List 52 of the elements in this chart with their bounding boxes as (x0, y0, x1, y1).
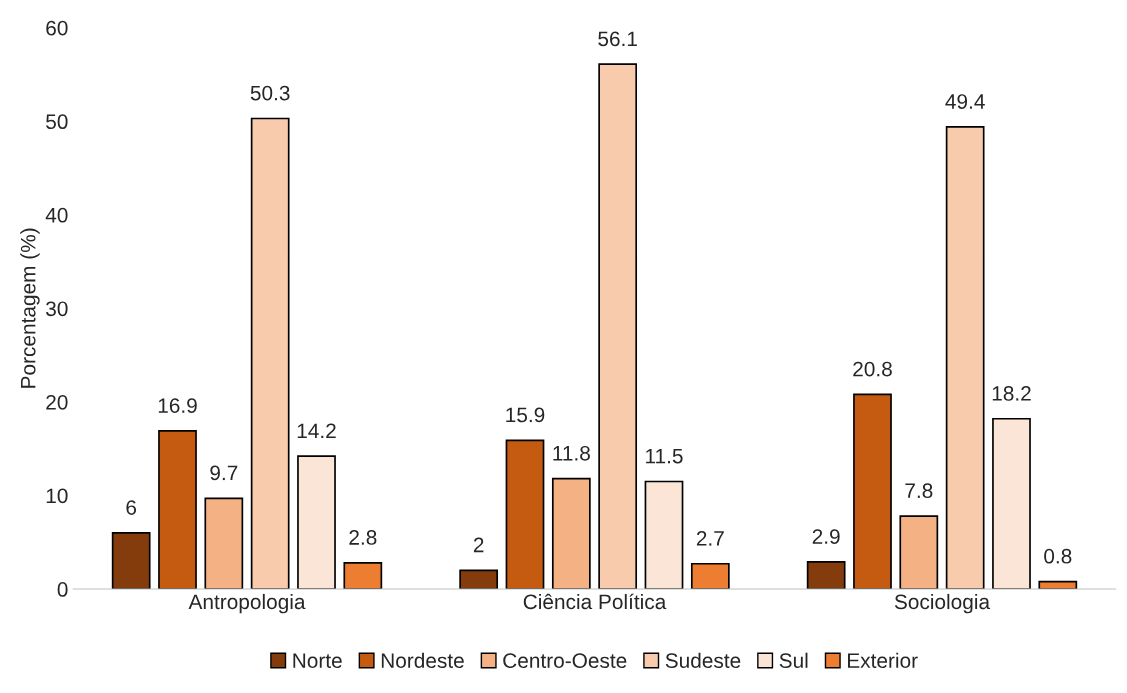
bar (551, 477, 591, 590)
data-label: 6 (126, 500, 137, 515)
data-label: 20.8 (853, 361, 892, 377)
data-label: 0.8 (1044, 548, 1072, 564)
bar (111, 532, 151, 590)
data-label: 2.7 (696, 531, 724, 546)
data-label: 56.1 (598, 31, 637, 47)
bar (598, 63, 638, 590)
y-axis-title: Porcentagem (%) (20, 228, 40, 388)
y-tick-label: 50 (46, 114, 68, 130)
data-label: 50.3 (250, 85, 290, 101)
bar (945, 126, 985, 590)
x-tick-label: Sociologia (894, 593, 991, 614)
data-label: 11.5 (646, 448, 683, 464)
legend-label: Centro-Oeste (503, 653, 627, 669)
legend-label: Exterior (848, 652, 918, 669)
y-tick-label: 10 (46, 488, 68, 504)
bar (505, 439, 545, 590)
bar (343, 562, 383, 590)
y-tick-label: 60 (46, 20, 68, 36)
legend-label: Sudeste (665, 652, 741, 669)
bar (899, 515, 939, 590)
data-label: 2 (473, 537, 484, 553)
y-tick-label: 0 (57, 582, 68, 597)
bar (250, 117, 290, 590)
data-label: 2.8 (349, 530, 377, 545)
data-label: 7.8 (905, 483, 933, 499)
bar (204, 497, 244, 590)
data-label: 16.9 (158, 398, 197, 413)
bar (644, 480, 684, 590)
bar (992, 417, 1031, 590)
x-tick-label: Antropologia (188, 593, 306, 614)
bar (158, 430, 197, 590)
data-label: 18.2 (992, 386, 1031, 401)
legend-label: Norte (293, 653, 342, 669)
bar (806, 561, 846, 590)
data-label: 2.9 (812, 529, 840, 544)
legend-label: Nordeste (381, 652, 464, 669)
bar (297, 455, 336, 590)
data-label: 15.9 (506, 407, 545, 423)
data-label: 49.4 (945, 94, 985, 109)
y-tick-label: 40 (45, 207, 68, 223)
data-label: 14.2 (297, 423, 336, 438)
data-label: 11.8 (553, 445, 590, 461)
bar (853, 393, 892, 590)
legend-label: Sul (779, 652, 808, 669)
y-tick-label: 20 (46, 394, 68, 410)
bar (690, 562, 730, 590)
bar (459, 569, 499, 590)
x-tick-label: Ciência Política (523, 593, 667, 610)
data-label: 9.7 (210, 465, 238, 481)
y-tick-label: 30 (46, 301, 68, 317)
